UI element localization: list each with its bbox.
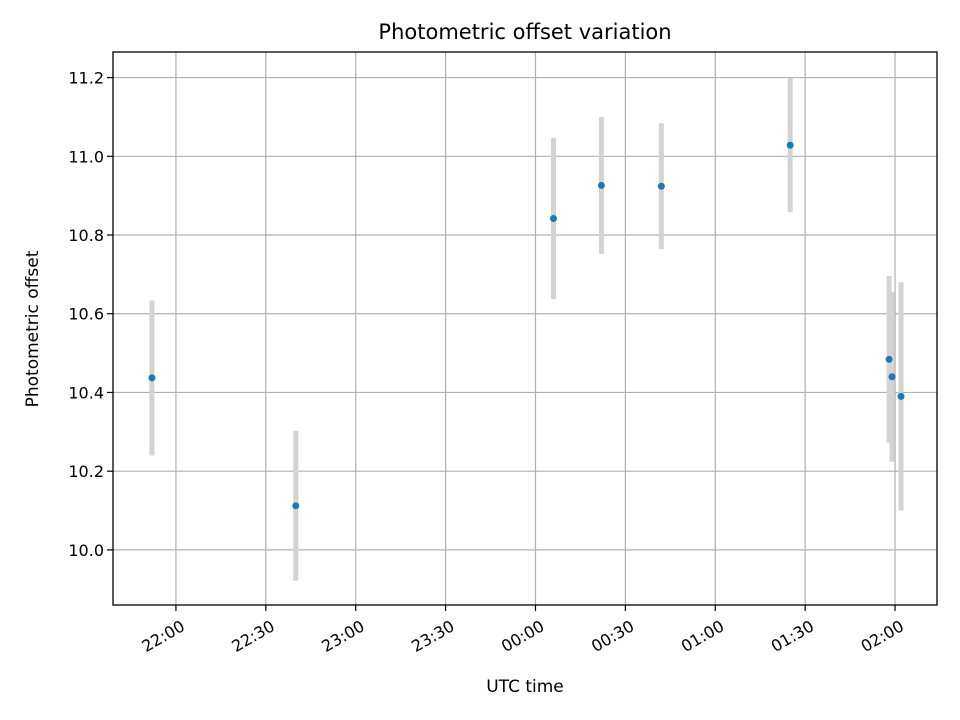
x-tick-label: 01:00: [678, 616, 727, 656]
data-point: [888, 373, 896, 381]
data-point: [897, 392, 905, 400]
x-tick-label: 00:30: [588, 616, 637, 656]
data-point: [786, 141, 794, 149]
data-point: [292, 502, 300, 510]
x-tick-label: 02:00: [858, 616, 907, 656]
y-axis-ticks: 10.0 10.2 10.4 10.6 10.8 11.0 11.2: [68, 69, 113, 560]
y-tick-label: 10.0: [68, 541, 104, 560]
data-point: [549, 214, 557, 222]
plot-frame: [112, 51, 938, 606]
y-tick-label: 10.4: [68, 383, 104, 402]
x-tick-label: 22:00: [138, 616, 187, 656]
data-point: [657, 182, 665, 190]
x-axis-ticks: 22:00 22:30 23:00 23:30 00:00 00:30 01:00 01:30…: [138, 605, 907, 656]
x-axis-label: UTC time: [486, 677, 564, 697]
x-tick-label: 01:30: [768, 616, 817, 656]
data-point: [597, 181, 605, 189]
data-points: [148, 141, 905, 510]
x-tick-label: 22:30: [228, 616, 277, 656]
y-tick-label: 10.2: [68, 462, 104, 481]
errorbars: [149, 78, 904, 581]
y-tick-label: 10.8: [68, 226, 104, 245]
y-tick-label: 10.6: [68, 305, 104, 324]
data-point: [885, 355, 893, 363]
grid: [113, 52, 937, 605]
x-tick-label: 23:30: [408, 616, 457, 656]
y-tick-label: 11.0: [68, 147, 104, 166]
x-tick-label: 00:00: [498, 616, 547, 656]
y-tick-label: 11.2: [68, 69, 104, 88]
chart-title: Photometric offset variation: [378, 20, 671, 44]
data-point: [148, 374, 156, 382]
x-tick-label: 23:00: [318, 616, 367, 656]
y-axis-label: Photometric offset: [23, 250, 43, 407]
